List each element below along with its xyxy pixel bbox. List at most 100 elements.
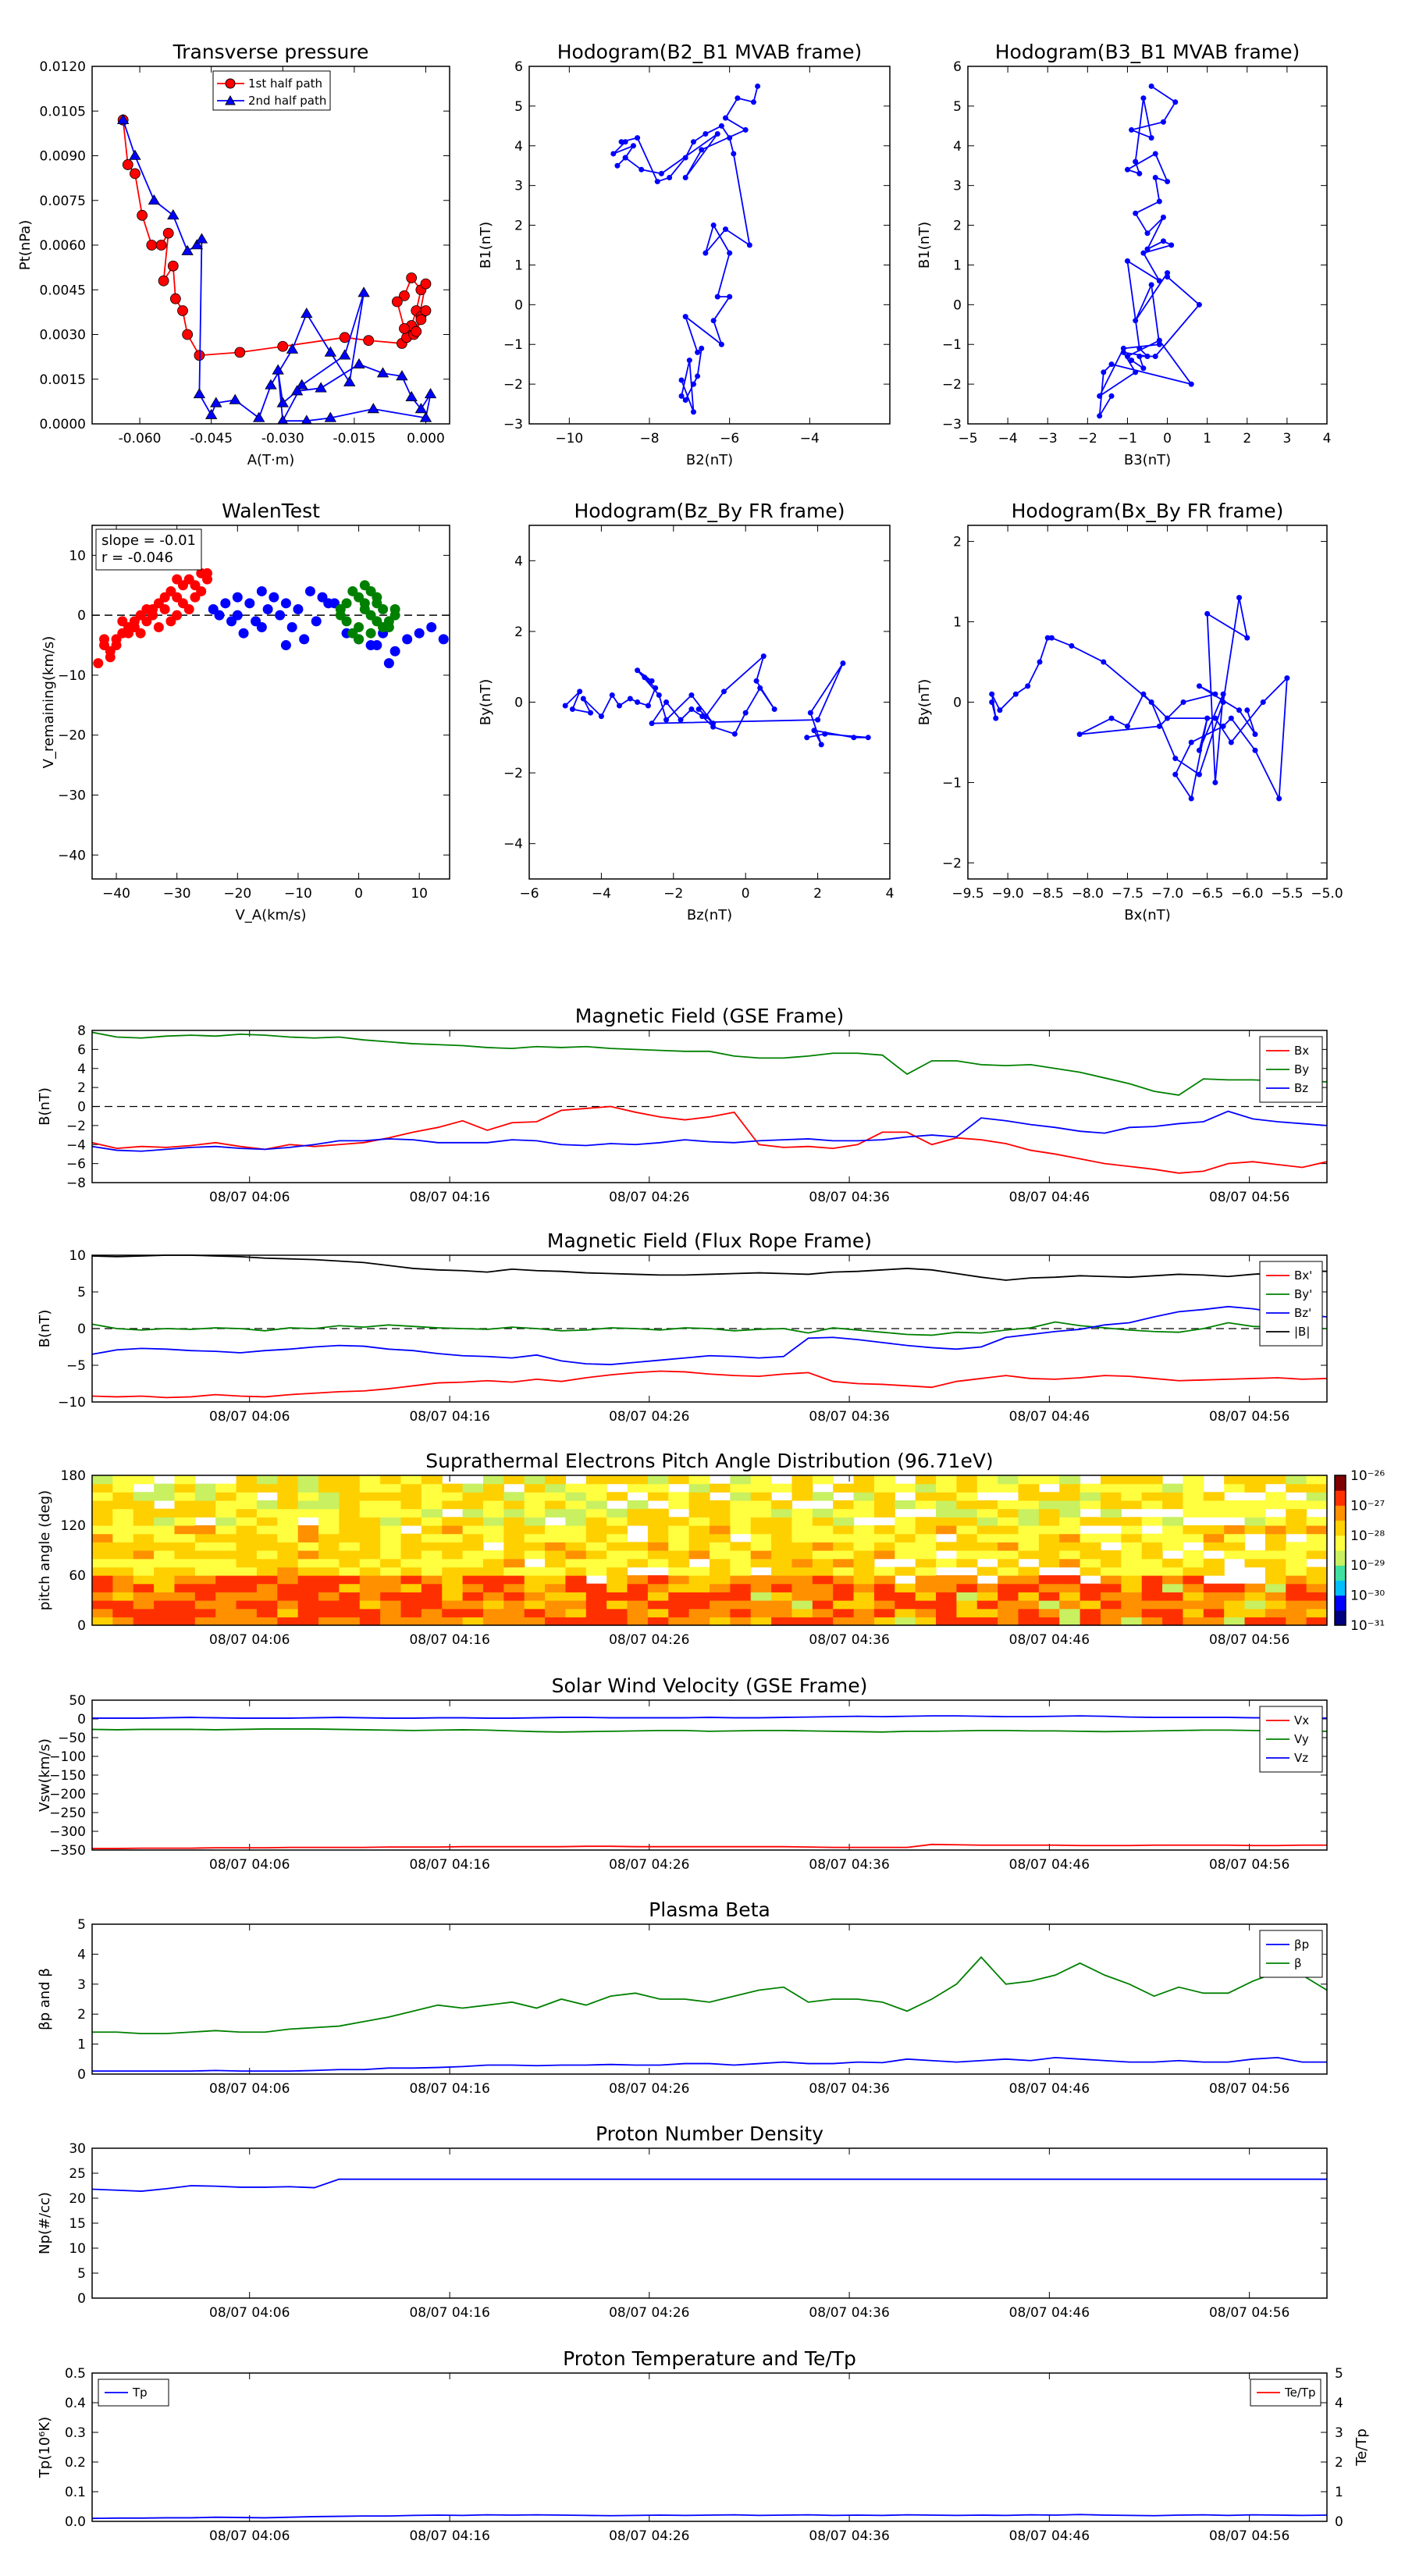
data-point (232, 610, 243, 621)
heatmap-cell (585, 1542, 607, 1551)
heatmap-cell (730, 1483, 752, 1493)
data-point (610, 151, 617, 157)
heatmap-cell (1306, 1550, 1328, 1560)
time-tick-label: 08/07 04:26 (609, 2305, 689, 2321)
heatmap-cell (174, 1525, 196, 1535)
data-point (760, 653, 767, 660)
legend-marker (225, 94, 236, 105)
heatmap-cell (174, 1475, 196, 1485)
y-tick-label: 3 (953, 179, 962, 194)
heatmap-cell (915, 1542, 937, 1551)
heatmap-cell (1264, 1592, 1286, 1601)
heatmap-cell (174, 1492, 196, 1501)
heatmap-cell (462, 1483, 484, 1493)
data-point (658, 170, 664, 176)
heatmap-cell (998, 1583, 1019, 1592)
heatmap-cell (194, 1533, 216, 1542)
heatmap-cell (1059, 1600, 1081, 1610)
heatmap-cell (545, 1600, 567, 1610)
y-tick-label: 0.0000 (40, 417, 86, 432)
heatmap-cell (194, 1608, 216, 1617)
heatmap-cell (1264, 1542, 1286, 1551)
heatmap-cell (627, 1608, 649, 1617)
heatmap-cell (936, 1483, 957, 1493)
y-tick-label: 0 (77, 1322, 86, 1337)
chart-title: WalenTest (222, 500, 320, 522)
data-point (363, 335, 375, 347)
heatmap-cell (318, 1542, 340, 1551)
heatmap-cell (812, 1558, 834, 1567)
heatmap-cell (606, 1525, 628, 1535)
heatmap-cell (585, 1475, 607, 1485)
heatmap-cell (112, 1583, 134, 1592)
plot-frame (91, 1699, 1328, 1851)
y-tick-label: −10 (58, 668, 86, 684)
legend-right: Te/Tp (1250, 2379, 1321, 2407)
heatmap-cell (92, 1475, 113, 1485)
heatmap-cell (236, 1608, 258, 1617)
time-tick-label: 08/07 04:46 (1009, 1857, 1090, 1873)
heatmap-cell (771, 1508, 793, 1517)
x-tick-label: −6 (519, 886, 539, 902)
heatmap-cell (1080, 1517, 1101, 1526)
heatmap-cell (895, 1550, 916, 1560)
heatmap-cell (1286, 1617, 1307, 1626)
data-point (1156, 278, 1162, 284)
heatmap-cell (482, 1600, 504, 1610)
series-line (1097, 85, 1200, 417)
heatmap-cell (688, 1542, 710, 1551)
heatmap-cell (750, 1600, 772, 1610)
heatmap-cell (339, 1608, 361, 1617)
heatmap-cell (297, 1542, 319, 1551)
data-point (750, 99, 756, 105)
heatmap-cell (1100, 1617, 1122, 1626)
time-tick-label: 08/07 04:06 (209, 1632, 290, 1648)
series-line (91, 1728, 1327, 1733)
data-point (277, 415, 289, 424)
heatmap-cell (442, 1592, 464, 1601)
time-tick-label: 08/07 04:56 (1209, 1632, 1289, 1648)
data-point (1228, 715, 1234, 721)
heatmap-cell (256, 1583, 278, 1592)
heatmap-cell (1038, 1542, 1060, 1551)
heatmap-cell (442, 1608, 464, 1617)
y2-axis-label: Te/Tp (1353, 2428, 1370, 2467)
heatmap-cell (277, 1608, 299, 1617)
data-point (1152, 353, 1158, 359)
heatmap-cell (647, 1600, 669, 1610)
data-point (1212, 715, 1218, 721)
heatmap-cell (277, 1525, 299, 1535)
heatmap-cell (750, 1558, 772, 1567)
x-tick-label: 4 (886, 886, 895, 902)
heatmap-cell (730, 1558, 752, 1567)
heatmap-cell (1306, 1567, 1328, 1576)
heatmap-cell (194, 1575, 216, 1585)
heatmap-cell (730, 1567, 752, 1576)
heatmap-cell (380, 1492, 402, 1501)
data-point (1228, 739, 1234, 745)
heatmap-cell (750, 1617, 772, 1626)
heatmap-cell (482, 1500, 504, 1510)
heatmap-cell (895, 1600, 916, 1610)
colorbar-cell (1335, 1505, 1346, 1521)
heatmap-cell (936, 1517, 957, 1526)
heatmap-cell (359, 1600, 381, 1610)
heatmap-cell (112, 1492, 134, 1501)
plot-frame (528, 525, 891, 880)
data-point (727, 135, 733, 141)
heatmap-cell (750, 1550, 772, 1560)
data-point (1165, 274, 1171, 280)
heatmap-cell (1059, 1592, 1081, 1601)
heatmap-cell (112, 1508, 134, 1517)
heatmap-cell (421, 1567, 443, 1576)
data-point (804, 735, 810, 741)
heatmap-cell (297, 1475, 319, 1485)
colorbar-cell (1335, 1490, 1346, 1506)
x-axis-label: Bx(nT) (1124, 907, 1170, 923)
heatmap-cell (1038, 1592, 1060, 1601)
x-tick-label: 0 (354, 886, 363, 902)
data-point (293, 603, 304, 614)
heatmap-cell (174, 1567, 196, 1576)
y2-tick-label: 4 (1335, 2396, 1343, 2411)
